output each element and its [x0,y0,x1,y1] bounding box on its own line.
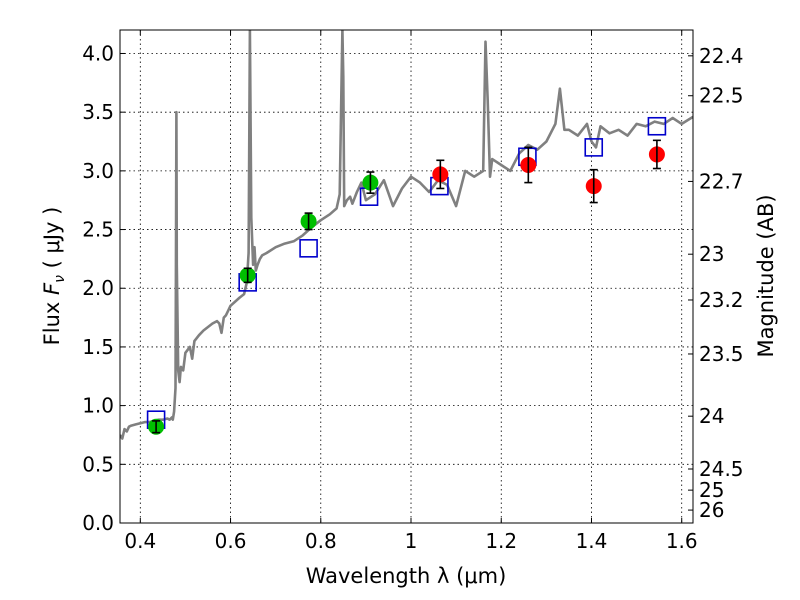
model-square-6 [584,138,604,157]
y-tick-label-8: 4.0 [82,41,114,65]
grid-lines [120,30,693,524]
y-axis-label-prefix: Flux [40,295,64,345]
y-axis-label: Flux Fν ( μJy ) [40,207,68,346]
y-tick-label-2: 1.0 [82,394,114,418]
observed-points [148,139,665,435]
y-axis-label-subscript: ν [52,275,68,283]
y2-tick-label-4: 23.5 [699,342,744,366]
plot-frame [119,29,694,524]
y-axis-label-unit: ( μJy ) [40,207,64,275]
x-tick-label-2: 0.8 [305,529,337,553]
axis-ticks [120,30,693,524]
y-tick-labels: 0.0 0.5 1.0 1.5 2.0 2.5 3.0 3.5 4.0 [82,41,114,535]
y2-tick-label-8: 22.5 [699,84,744,108]
x-tick-label-3: 1 [405,529,418,553]
y-tick-label-3: 1.5 [82,335,114,359]
y-tick-label-1: 0.5 [82,452,114,476]
y2-tick-label-7: 22.7 [699,169,744,193]
spectrum-layer [120,30,693,440]
x-tick-label-5: 1.4 [576,529,608,553]
y2-tick-label-5: 23.2 [699,288,744,312]
y2-tick-label-6: 23 [699,242,724,266]
model-square-7 [647,116,667,136]
y-tick-label-6: 3.0 [82,159,114,183]
y2-axis-label: Magnitude (AB) [754,194,778,357]
x-tick-label-0: 0.4 [124,529,156,553]
y-tick-label-4: 2.0 [82,276,114,300]
x-tick-label-6: 1.6 [666,529,698,553]
y2-tick-label-0: 26 [699,498,724,522]
spectrum-line-0 [120,30,693,440]
y-axis-label-symbol: F [40,282,64,295]
y-tick-label-5: 2.5 [82,218,114,242]
y2-tick-label-9: 22.4 [699,44,744,68]
x-axis-label: Wavelength λ (μm) [306,564,507,588]
y2-tick-label-3: 24 [699,404,724,428]
x-tick-label-4: 1.2 [485,529,517,553]
y-tick-label-0: 0.0 [82,511,114,535]
y2-tick-label-2: 24.5 [699,457,744,481]
model-square-2 [299,239,318,258]
x-tick-labels: 0.4 0.6 0.8 1 1.2 1.4 1.6 [124,529,697,553]
y2-tick-label-1: 25 [699,478,724,502]
model-points [146,116,667,430]
x-tick-label-1: 0.6 [215,529,247,553]
y-tick-label-7: 3.5 [82,100,114,124]
